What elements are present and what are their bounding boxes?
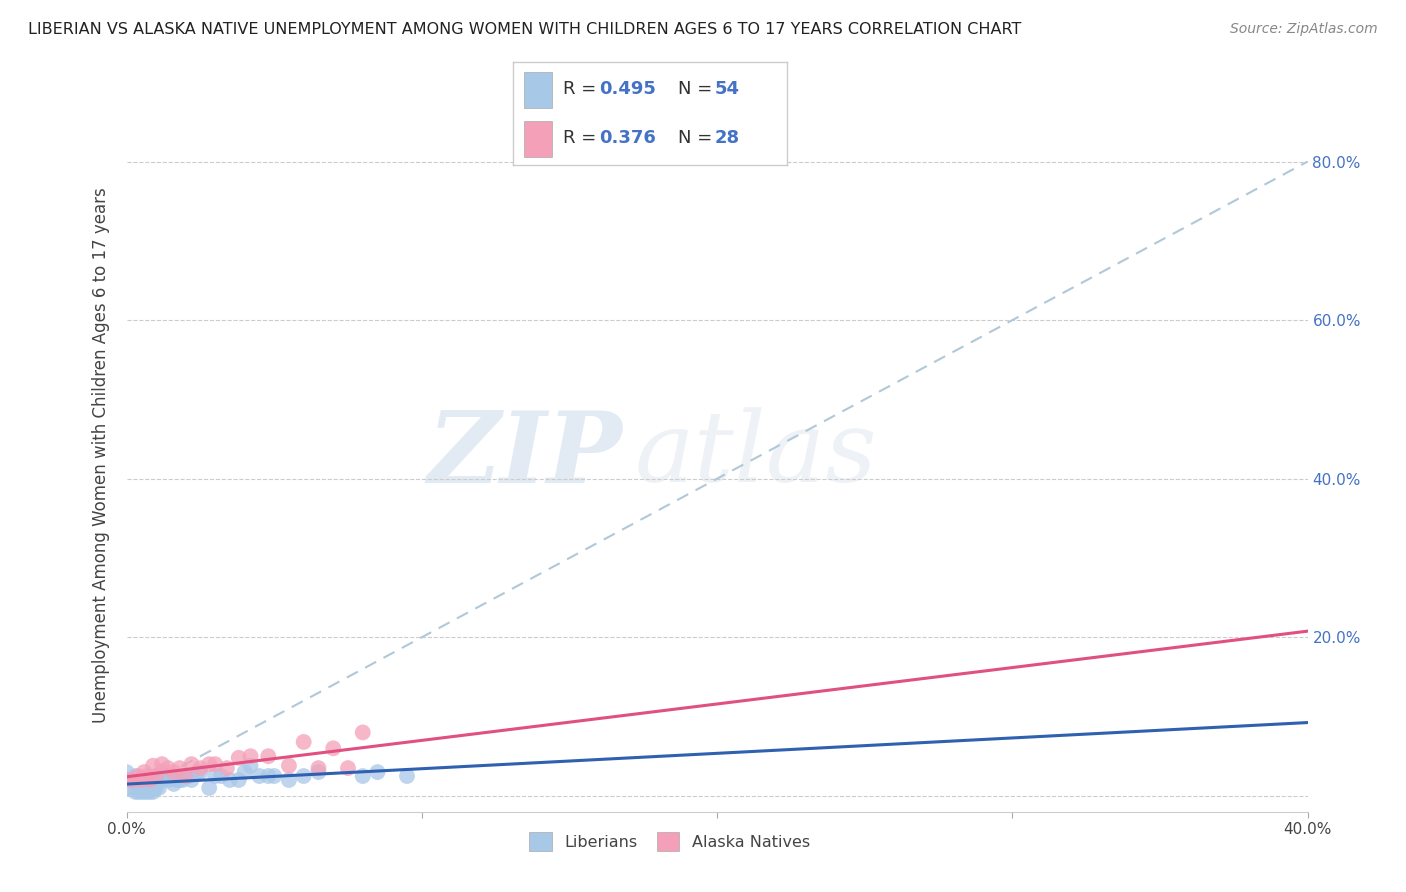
Point bbox=[278, 758, 301, 772]
Point bbox=[174, 769, 197, 783]
Point bbox=[188, 765, 212, 780]
Point bbox=[209, 769, 232, 783]
Text: 28: 28 bbox=[714, 128, 740, 147]
Y-axis label: Unemployment Among Women with Children Ages 6 to 17 years: Unemployment Among Women with Children A… bbox=[91, 187, 110, 723]
Point bbox=[204, 757, 226, 772]
Point bbox=[228, 772, 250, 787]
Point bbox=[172, 772, 194, 787]
FancyBboxPatch shape bbox=[524, 121, 551, 157]
Point bbox=[257, 749, 280, 764]
Text: atlas: atlas bbox=[634, 408, 877, 502]
Text: R =: R = bbox=[562, 128, 602, 147]
Point bbox=[169, 772, 191, 787]
Point bbox=[150, 765, 173, 780]
Point bbox=[367, 765, 389, 780]
Text: LIBERIAN VS ALASKA NATIVE UNEMPLOYMENT AMONG WOMEN WITH CHILDREN AGES 6 TO 17 YE: LIBERIAN VS ALASKA NATIVE UNEMPLOYMENT A… bbox=[28, 22, 1022, 37]
Point bbox=[166, 772, 188, 787]
Point bbox=[127, 777, 149, 791]
FancyBboxPatch shape bbox=[524, 71, 551, 108]
Point bbox=[129, 785, 153, 799]
Point bbox=[198, 757, 221, 772]
Point bbox=[396, 769, 419, 783]
Point bbox=[150, 757, 173, 772]
Point bbox=[163, 765, 186, 780]
Point bbox=[134, 765, 156, 780]
Point bbox=[219, 772, 242, 787]
Point bbox=[124, 785, 146, 799]
Point bbox=[188, 761, 212, 775]
Point bbox=[263, 769, 285, 783]
Point bbox=[121, 780, 143, 795]
Point bbox=[139, 772, 162, 787]
Point bbox=[121, 772, 143, 787]
Point bbox=[257, 769, 280, 783]
Point bbox=[156, 772, 179, 787]
Text: 54: 54 bbox=[714, 79, 740, 97]
Text: N =: N = bbox=[678, 79, 717, 97]
Point bbox=[163, 777, 186, 791]
Text: 0.495: 0.495 bbox=[599, 79, 657, 97]
Point bbox=[177, 769, 200, 783]
Point bbox=[239, 758, 262, 772]
Point bbox=[134, 780, 156, 795]
Point bbox=[134, 772, 156, 787]
Point bbox=[174, 769, 197, 783]
Point bbox=[228, 751, 250, 765]
Point bbox=[115, 765, 138, 780]
Point bbox=[153, 769, 176, 783]
Point bbox=[204, 769, 226, 783]
Legend: Liberians, Alaska Natives: Liberians, Alaska Natives bbox=[523, 826, 817, 857]
Point bbox=[322, 741, 344, 756]
Point bbox=[308, 761, 330, 775]
Point bbox=[337, 761, 360, 775]
Point bbox=[186, 765, 208, 780]
Point bbox=[145, 769, 167, 783]
Point bbox=[127, 769, 149, 783]
Point bbox=[136, 785, 159, 799]
Point bbox=[136, 769, 159, 783]
Point bbox=[124, 769, 146, 783]
Text: 0.376: 0.376 bbox=[599, 128, 657, 147]
Point bbox=[180, 772, 202, 787]
Text: ZIP: ZIP bbox=[427, 407, 623, 503]
Point bbox=[249, 769, 271, 783]
Point bbox=[145, 769, 167, 783]
Point bbox=[136, 780, 159, 795]
Point bbox=[308, 765, 330, 780]
Point bbox=[127, 785, 149, 799]
Point bbox=[129, 772, 153, 787]
Point bbox=[239, 749, 262, 764]
Point bbox=[145, 780, 167, 795]
Point bbox=[139, 785, 162, 799]
Point bbox=[215, 761, 238, 775]
Point bbox=[169, 761, 191, 775]
Text: N =: N = bbox=[678, 128, 717, 147]
Point bbox=[145, 777, 167, 791]
Point bbox=[129, 772, 153, 787]
Point bbox=[148, 780, 170, 795]
Point bbox=[292, 735, 315, 749]
Text: Source: ZipAtlas.com: Source: ZipAtlas.com bbox=[1230, 22, 1378, 37]
Point bbox=[139, 780, 162, 795]
Point bbox=[233, 765, 256, 780]
Point bbox=[115, 772, 138, 787]
Point bbox=[142, 772, 165, 787]
Point bbox=[136, 772, 159, 787]
Point bbox=[180, 757, 202, 772]
Point bbox=[278, 772, 301, 787]
Point bbox=[142, 785, 165, 799]
Point bbox=[150, 772, 173, 787]
Point bbox=[352, 769, 374, 783]
Point bbox=[292, 769, 315, 783]
Point bbox=[156, 761, 179, 775]
Point bbox=[142, 758, 165, 772]
Point bbox=[198, 780, 221, 795]
Point bbox=[160, 769, 183, 783]
Point bbox=[129, 780, 153, 795]
Point bbox=[352, 725, 374, 739]
Point bbox=[134, 785, 156, 799]
Text: R =: R = bbox=[562, 79, 602, 97]
Point bbox=[115, 772, 138, 787]
